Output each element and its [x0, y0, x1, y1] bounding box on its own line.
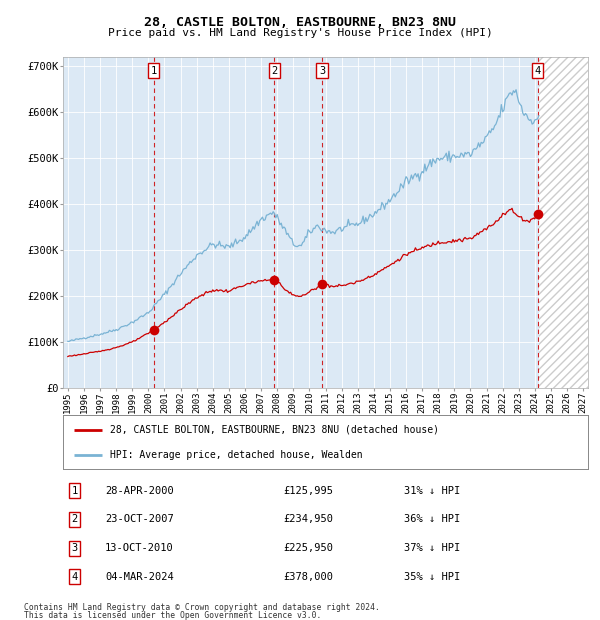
Text: 13-OCT-2010: 13-OCT-2010: [105, 543, 174, 553]
Text: 37% ↓ HPI: 37% ↓ HPI: [404, 543, 461, 553]
Text: 36% ↓ HPI: 36% ↓ HPI: [404, 515, 461, 525]
Text: 3: 3: [319, 66, 325, 76]
Text: £234,950: £234,950: [284, 515, 334, 525]
Text: 4: 4: [535, 66, 541, 76]
Text: 28, CASTLE BOLTON, EASTBOURNE, BN23 8NU (detached house): 28, CASTLE BOLTON, EASTBOURNE, BN23 8NU …: [110, 425, 439, 435]
Text: 28-APR-2000: 28-APR-2000: [105, 486, 174, 496]
Text: 4: 4: [71, 572, 77, 582]
Text: 28, CASTLE BOLTON, EASTBOURNE, BN23 8NU: 28, CASTLE BOLTON, EASTBOURNE, BN23 8NU: [144, 16, 456, 29]
Text: 1: 1: [71, 486, 77, 496]
Text: 1: 1: [151, 66, 157, 76]
Text: £225,950: £225,950: [284, 543, 334, 553]
Text: Price paid vs. HM Land Registry's House Price Index (HPI): Price paid vs. HM Land Registry's House …: [107, 28, 493, 38]
Text: 35% ↓ HPI: 35% ↓ HPI: [404, 572, 461, 582]
Text: £378,000: £378,000: [284, 572, 334, 582]
Text: 2: 2: [71, 515, 77, 525]
Text: Contains HM Land Registry data © Crown copyright and database right 2024.: Contains HM Land Registry data © Crown c…: [24, 603, 380, 612]
Text: 04-MAR-2024: 04-MAR-2024: [105, 572, 174, 582]
Text: HPI: Average price, detached house, Wealden: HPI: Average price, detached house, Weal…: [110, 450, 363, 459]
Text: 3: 3: [71, 543, 77, 553]
Text: 31% ↓ HPI: 31% ↓ HPI: [404, 486, 461, 496]
Text: £125,995: £125,995: [284, 486, 334, 496]
Text: This data is licensed under the Open Government Licence v3.0.: This data is licensed under the Open Gov…: [24, 611, 322, 620]
Text: 23-OCT-2007: 23-OCT-2007: [105, 515, 174, 525]
Text: 2: 2: [271, 66, 278, 76]
